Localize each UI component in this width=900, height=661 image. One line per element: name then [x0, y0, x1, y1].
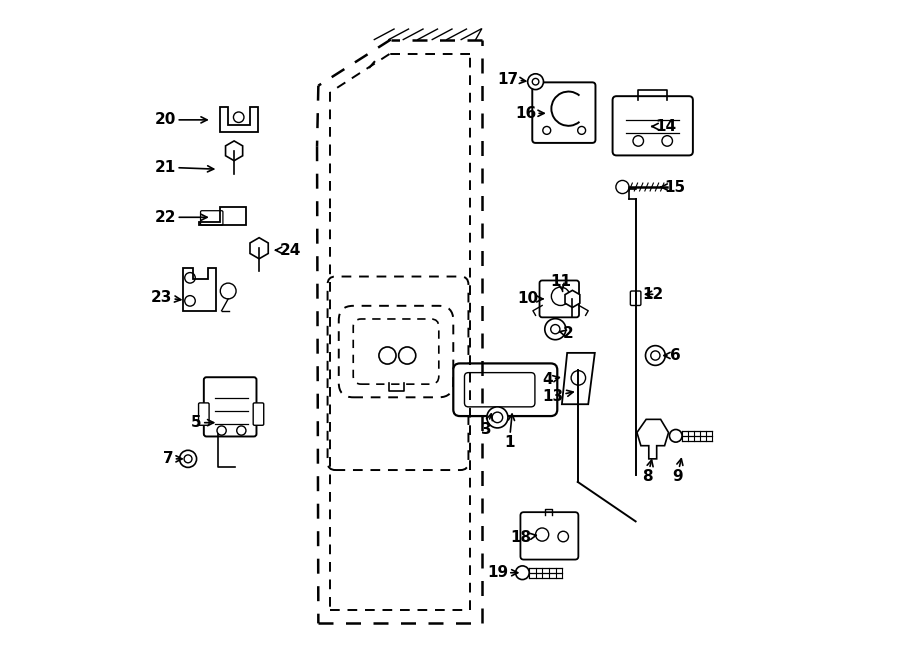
Text: 20: 20	[155, 112, 207, 128]
Text: 19: 19	[487, 565, 518, 580]
Circle shape	[487, 407, 508, 428]
Text: 5: 5	[192, 415, 213, 430]
Text: 3: 3	[481, 414, 492, 437]
Text: 18: 18	[510, 530, 536, 545]
Circle shape	[670, 430, 682, 442]
Polygon shape	[220, 106, 257, 132]
Text: 12: 12	[642, 287, 663, 302]
Text: 6: 6	[664, 348, 680, 363]
Text: 24: 24	[275, 243, 302, 258]
Circle shape	[179, 450, 196, 467]
Polygon shape	[250, 238, 268, 258]
FancyBboxPatch shape	[539, 280, 579, 317]
Circle shape	[220, 283, 236, 299]
Text: 23: 23	[151, 290, 181, 305]
Text: 10: 10	[518, 292, 543, 307]
FancyBboxPatch shape	[203, 377, 256, 436]
Circle shape	[616, 180, 629, 194]
Polygon shape	[565, 290, 580, 307]
Text: 7: 7	[163, 451, 182, 467]
Text: 15: 15	[661, 180, 686, 194]
FancyBboxPatch shape	[630, 291, 641, 305]
Text: 13: 13	[542, 389, 573, 404]
FancyBboxPatch shape	[613, 96, 693, 155]
Text: 17: 17	[498, 71, 526, 87]
Polygon shape	[184, 268, 216, 311]
Text: 4: 4	[542, 372, 559, 387]
FancyBboxPatch shape	[199, 403, 209, 425]
Text: 8: 8	[643, 460, 653, 484]
Text: 2: 2	[560, 327, 574, 341]
Text: 21: 21	[155, 160, 213, 175]
Text: 11: 11	[550, 274, 572, 292]
FancyBboxPatch shape	[253, 403, 264, 425]
Circle shape	[544, 319, 566, 340]
Polygon shape	[562, 353, 595, 405]
Circle shape	[516, 566, 529, 580]
FancyBboxPatch shape	[520, 512, 579, 560]
Polygon shape	[226, 141, 243, 161]
Circle shape	[527, 74, 544, 90]
Text: 1: 1	[504, 414, 515, 450]
Polygon shape	[199, 207, 246, 225]
FancyBboxPatch shape	[532, 83, 596, 143]
Text: 14: 14	[652, 119, 677, 134]
Polygon shape	[637, 419, 669, 459]
Text: 22: 22	[155, 210, 207, 225]
Text: 16: 16	[515, 106, 544, 121]
FancyBboxPatch shape	[454, 364, 557, 416]
Text: 9: 9	[671, 459, 683, 484]
Circle shape	[645, 346, 665, 366]
